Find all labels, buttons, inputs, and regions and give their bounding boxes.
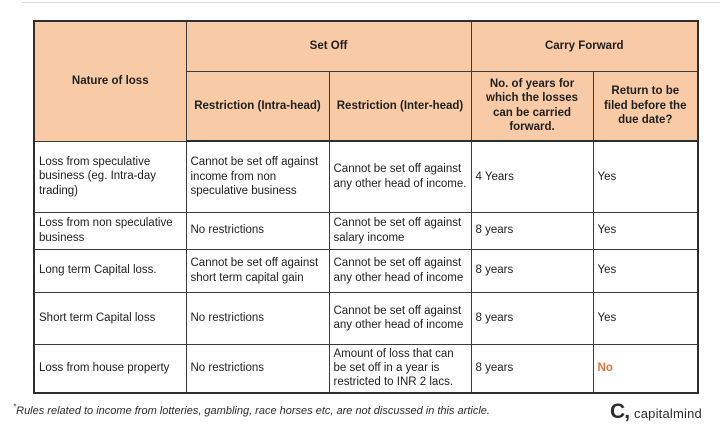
- cell-restriction-inter: Cannot be set off against salary income: [328, 211, 472, 250]
- cell-return-due: No: [592, 343, 699, 394]
- capitalmind-logo: C, capitalmind: [610, 400, 702, 424]
- cell-return-due: Yes: [592, 291, 699, 345]
- cell-years: 8 years: [470, 248, 594, 293]
- top-edge-artifact-line: [22, 2, 720, 3]
- footnote: *Rules related to income from lotteries,…: [13, 402, 490, 417]
- header-row-columns: Restriction (Intra-head) Restriction (In…: [34, 70, 699, 142]
- header-restriction-inter: Restriction (Inter-head): [328, 70, 472, 142]
- loss-setoff-carryforward-table: Nature of loss Set Off Carry Forward Res…: [33, 20, 700, 394]
- cell-restriction-intra: Cannot be set off against short term cap…: [185, 248, 330, 293]
- cell-return-due: Yes: [592, 248, 699, 293]
- capitalmind-logo-mark-icon: C,: [610, 400, 630, 423]
- header-carry-forward-group: Carry Forward: [470, 20, 699, 72]
- cell-nature: Loss from non speculative business: [33, 211, 187, 250]
- table-row: Loss from speculative business (eg. Intr…: [33, 140, 699, 213]
- header-set-off-group: Set Off: [185, 20, 472, 72]
- table-row: Long term Capital loss. Cannot be set of…: [33, 248, 699, 293]
- header-years-carried: No. of years for which the losses can be…: [470, 70, 594, 142]
- header-nature-of-loss: Nature of loss: [33, 20, 187, 142]
- cell-years: 8 years: [470, 343, 594, 394]
- cell-restriction-inter: Cannot be set off against any other head…: [328, 140, 472, 213]
- cell-nature: Short term Capital loss: [33, 291, 187, 345]
- cell-restriction-intra: No restrictions: [185, 291, 330, 345]
- header-restriction-intra: Restriction (Intra-head): [185, 70, 330, 142]
- cell-restriction-inter: Cannot be set off against any other head…: [328, 291, 472, 345]
- cell-nature: Long term Capital loss.: [33, 248, 187, 293]
- cell-restriction-intra: No restrictions: [185, 343, 330, 394]
- cell-nature: Loss from house property: [33, 343, 187, 394]
- cell-restriction-intra: No restrictions: [185, 211, 330, 250]
- table-row: Short term Capital loss No restrictions …: [33, 291, 699, 345]
- cell-restriction-inter: Cannot be set off against any other head…: [328, 248, 472, 293]
- cell-nature: Loss from speculative business (eg. Intr…: [33, 140, 187, 213]
- table-row: Loss from non speculative business No re…: [33, 211, 699, 250]
- cell-years: 4 Years: [470, 140, 594, 213]
- cell-years: 8 years: [470, 211, 594, 250]
- header-return-due: Return to be filed before the due date?: [592, 70, 699, 142]
- table-row: Loss from house property No restrictions…: [33, 343, 699, 394]
- cell-years: 8 years: [470, 291, 594, 345]
- footnote-asterisk: *: [13, 402, 17, 412]
- cell-return-due: Yes: [592, 140, 699, 213]
- capitalmind-logo-text: capitalmind: [634, 406, 702, 421]
- header-row-groups: Nature of loss Set Off Carry Forward: [33, 20, 699, 142]
- cell-restriction-intra: Cannot be set off against income from no…: [185, 140, 330, 213]
- cell-restriction-inter: Amount of loss that can be set off in a …: [328, 343, 472, 394]
- footnote-text: Rules related to income from lotteries, …: [16, 405, 490, 417]
- cell-return-due: Yes: [592, 211, 699, 250]
